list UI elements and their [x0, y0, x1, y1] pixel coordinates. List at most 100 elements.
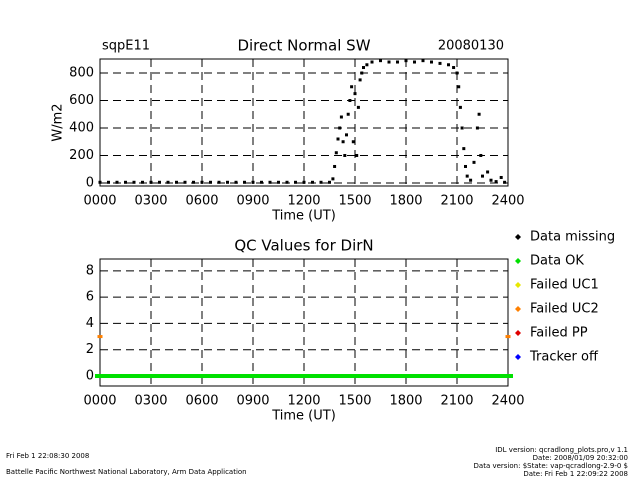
legend-marker — [515, 234, 521, 240]
point — [469, 178, 473, 182]
point — [452, 66, 456, 70]
point — [375, 374, 386, 379]
point — [115, 180, 119, 184]
point — [464, 164, 467, 168]
lab: Battelle Pacific Northwest National Labo… — [6, 468, 247, 476]
point — [396, 60, 399, 64]
point — [486, 170, 490, 174]
version-line: Data version: $State: vap-qcradlong-2.9-… — [474, 462, 628, 470]
point — [350, 85, 354, 89]
point — [494, 180, 498, 184]
point — [132, 180, 136, 184]
point — [475, 126, 479, 130]
point — [226, 180, 229, 184]
point — [149, 180, 153, 184]
legend-marker — [515, 330, 521, 336]
point — [331, 177, 335, 181]
point — [268, 180, 272, 184]
point — [351, 140, 355, 144]
version-line: Date: 2008/01/09 20:32:00 — [533, 454, 628, 462]
point — [435, 374, 445, 379]
point — [163, 374, 173, 379]
point — [231, 374, 241, 379]
point — [285, 180, 289, 184]
point — [460, 126, 464, 130]
point — [365, 63, 369, 67]
y-tick-label: 800 — [69, 66, 94, 81]
point — [214, 374, 224, 379]
point — [256, 374, 267, 379]
point — [465, 174, 469, 178]
point — [234, 180, 238, 184]
point — [462, 147, 466, 151]
point — [248, 374, 258, 379]
point — [387, 60, 391, 64]
point — [120, 374, 131, 379]
x-tick-label: 1200 — [287, 194, 320, 209]
point — [124, 180, 127, 184]
legend-label: Failed UC2 — [530, 302, 599, 317]
point — [336, 137, 340, 141]
x-tick-label: 2100 — [440, 194, 473, 209]
point — [443, 374, 454, 379]
point — [341, 140, 345, 144]
point — [472, 160, 476, 164]
point — [260, 180, 263, 184]
point — [154, 374, 165, 379]
point — [438, 61, 442, 65]
chart-title: Direct Normal SW — [237, 37, 370, 55]
point — [222, 374, 233, 379]
plot-frame — [99, 258, 509, 387]
x-tick-label: 1500 — [338, 394, 371, 409]
legend-label: Failed UC1 — [530, 278, 599, 293]
point — [341, 374, 352, 379]
point — [486, 374, 496, 379]
point — [282, 374, 292, 379]
point — [243, 180, 246, 184]
point — [97, 335, 103, 339]
point — [319, 180, 323, 184]
y-axis-label: W/m2 — [51, 103, 66, 141]
point — [452, 374, 462, 379]
point — [384, 374, 394, 379]
y-tick-label: 2 — [86, 342, 94, 357]
y-tick-label: 0 — [86, 369, 94, 384]
point — [477, 374, 488, 379]
point — [379, 59, 382, 63]
point — [460, 374, 471, 379]
point — [338, 126, 342, 130]
point — [180, 374, 190, 379]
point — [489, 178, 493, 182]
point — [183, 180, 187, 184]
point — [334, 151, 338, 155]
point — [251, 180, 255, 184]
legend-marker — [515, 306, 521, 312]
point — [200, 180, 204, 184]
y-tick-label: 8 — [86, 263, 94, 278]
point — [311, 180, 314, 184]
point — [421, 59, 425, 63]
y-tick-label: 600 — [69, 93, 94, 108]
point — [458, 105, 462, 109]
point — [175, 180, 178, 184]
point — [413, 60, 416, 64]
point — [197, 374, 207, 379]
point — [324, 374, 335, 379]
point — [457, 85, 461, 89]
point — [367, 374, 377, 379]
legend-label: Data OK — [530, 254, 584, 269]
point — [316, 374, 326, 379]
x-tick-label: 1500 — [338, 194, 371, 209]
x-tick-label: 0900 — [236, 394, 269, 409]
point — [265, 374, 275, 379]
point — [192, 180, 195, 184]
point — [499, 175, 503, 179]
point — [353, 92, 357, 96]
y-tick-label: 4 — [86, 316, 94, 331]
point — [307, 374, 318, 379]
point — [370, 60, 374, 64]
point — [477, 112, 481, 116]
y-tick-label: 200 — [69, 148, 94, 163]
x-tick-label: 2400 — [491, 394, 524, 409]
point — [158, 180, 161, 184]
